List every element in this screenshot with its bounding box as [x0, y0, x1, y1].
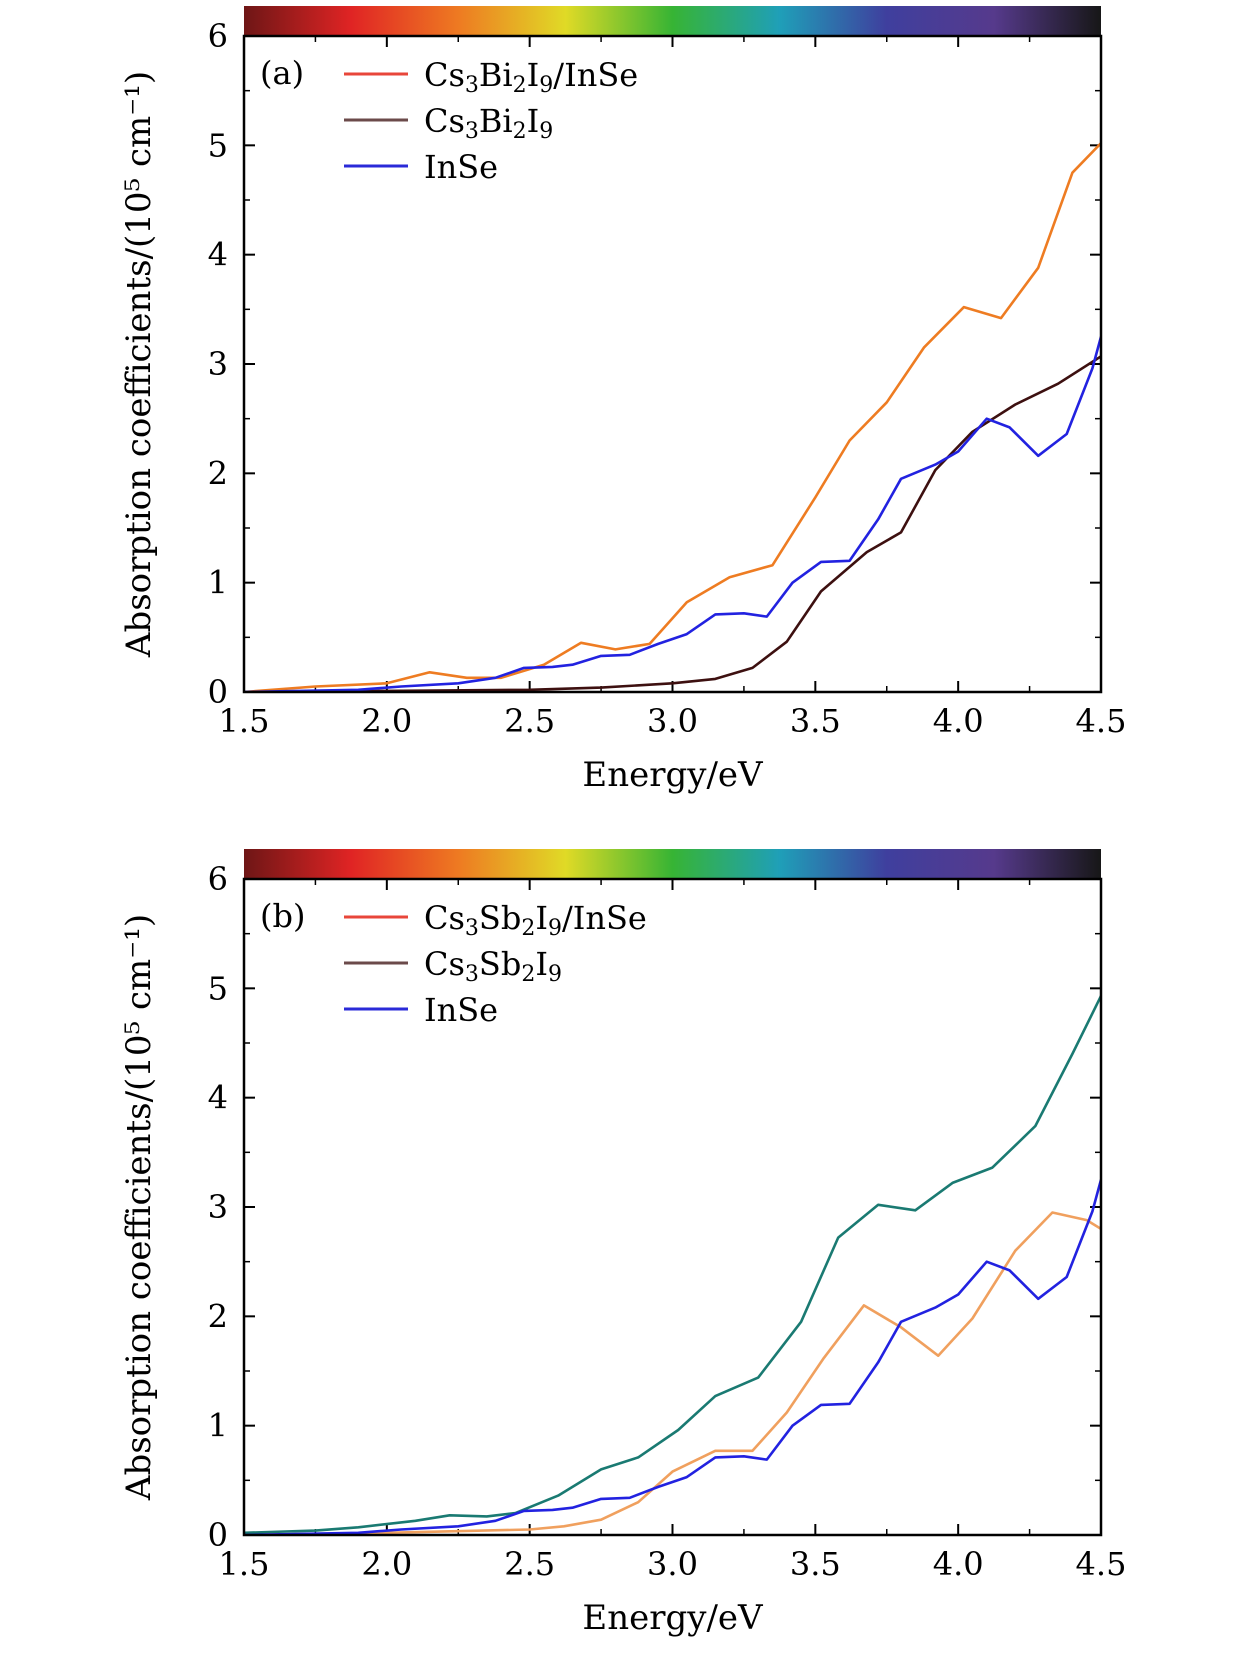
x-tick-label: 3.5: [790, 1545, 841, 1583]
legend-text: Bi: [479, 102, 513, 140]
legend-subscript: 2: [521, 916, 535, 941]
legend-label: Cs3Bi2I9/InSe: [424, 56, 638, 98]
legend-text: Sb: [479, 945, 521, 983]
series-line-2: [244, 336, 1101, 692]
x-tick-label: 3.0: [647, 702, 698, 740]
series-line-1: [244, 355, 1101, 692]
y-tick-label: 3: [208, 1188, 228, 1226]
y-tick-label: 5: [208, 126, 228, 164]
x-tick-label: 2.5: [504, 1545, 555, 1583]
legend-text: Sb: [479, 899, 521, 937]
legend-text: /InSe: [562, 899, 647, 937]
legend-label: Cs3Sb2I9/InSe: [424, 899, 647, 941]
y-tick-label: 6: [208, 860, 228, 898]
legend-text: Cs: [424, 56, 465, 94]
legend-subscript: 2: [513, 119, 527, 144]
panel-label: (b): [260, 897, 305, 935]
x-tick-label: 3.0: [647, 1545, 698, 1583]
legend-text: Cs: [424, 945, 465, 983]
legend-text: I: [527, 56, 540, 94]
legend-subscript: 3: [465, 119, 479, 144]
x-tick-label: 2.0: [361, 1545, 412, 1583]
plot-frame: [242, 34, 1103, 694]
y-tick-label: 0: [208, 673, 228, 711]
legend-label: InSe: [424, 148, 498, 186]
x-tick-label: 4.5: [1076, 1545, 1127, 1583]
legend-text: Cs: [424, 102, 465, 140]
x-tick-label: 2.0: [361, 702, 412, 740]
y-tick-label: 2: [208, 454, 228, 492]
legend-subscript: 2: [521, 962, 535, 987]
series-line-2: [244, 1179, 1101, 1535]
legend-label: Cs3Sb2I9: [424, 945, 562, 987]
legend-subscript: 9: [539, 119, 553, 144]
legend-text: Cs: [424, 899, 465, 937]
legend-subscript: 3: [465, 962, 479, 987]
legend-text: /InSe: [553, 56, 638, 94]
x-axis-label: Energy/eV: [582, 755, 764, 795]
spectrum-bar: [244, 849, 1101, 879]
y-tick-label: 1: [208, 1407, 228, 1445]
y-axis-label: Absorption coefficients/(10⁵ cm⁻¹): [119, 71, 159, 658]
x-tick-label: 1.5: [219, 702, 270, 740]
x-tick-label: 4.0: [933, 702, 984, 740]
legend-text: Bi: [479, 56, 513, 94]
legend-text: I: [535, 899, 548, 937]
y-tick-label: 6: [208, 17, 228, 55]
y-tick-label: 0: [208, 1516, 228, 1554]
x-tick-label: 2.5: [504, 702, 555, 740]
legend-label: InSe: [424, 991, 498, 1029]
y-tick-label: 5: [208, 969, 228, 1007]
y-tick-label: 1: [208, 564, 228, 602]
legend-text: InSe: [424, 991, 498, 1029]
series-line-1: [244, 995, 1101, 1535]
y-tick-label: 2: [208, 1297, 228, 1335]
legend-label: Cs3Bi2I9: [424, 102, 553, 144]
legend-text: InSe: [424, 148, 498, 186]
series-line-0: [244, 142, 1101, 692]
y-tick-label: 4: [208, 236, 228, 274]
x-tick-label: 4.0: [933, 1545, 984, 1583]
legend-subscript: 9: [548, 916, 562, 941]
legend-text: I: [527, 102, 540, 140]
legend-subscript: 3: [465, 916, 479, 941]
series-line-0: [244, 1211, 1101, 1535]
y-axis-label: Absorption coefficients/(10⁵ cm⁻¹): [119, 914, 159, 1501]
y-tick-label: 4: [208, 1079, 228, 1117]
x-tick-label: 1.5: [219, 1545, 270, 1583]
x-axis-label: Energy/eV: [582, 1598, 764, 1638]
x-tick-label: 4.5: [1076, 702, 1127, 740]
legend-subscript: 3: [465, 73, 479, 98]
y-tick-label: 3: [208, 345, 228, 383]
legend-subscript: 9: [539, 73, 553, 98]
spectrum-bar: [244, 6, 1101, 36]
panel-label: (a): [260, 54, 304, 92]
legend-subscript: 9: [548, 962, 562, 987]
x-tick-label: 3.5: [790, 702, 841, 740]
plot-frame: [242, 877, 1103, 1537]
legend-subscript: 2: [513, 73, 527, 98]
legend-text: I: [535, 945, 548, 983]
